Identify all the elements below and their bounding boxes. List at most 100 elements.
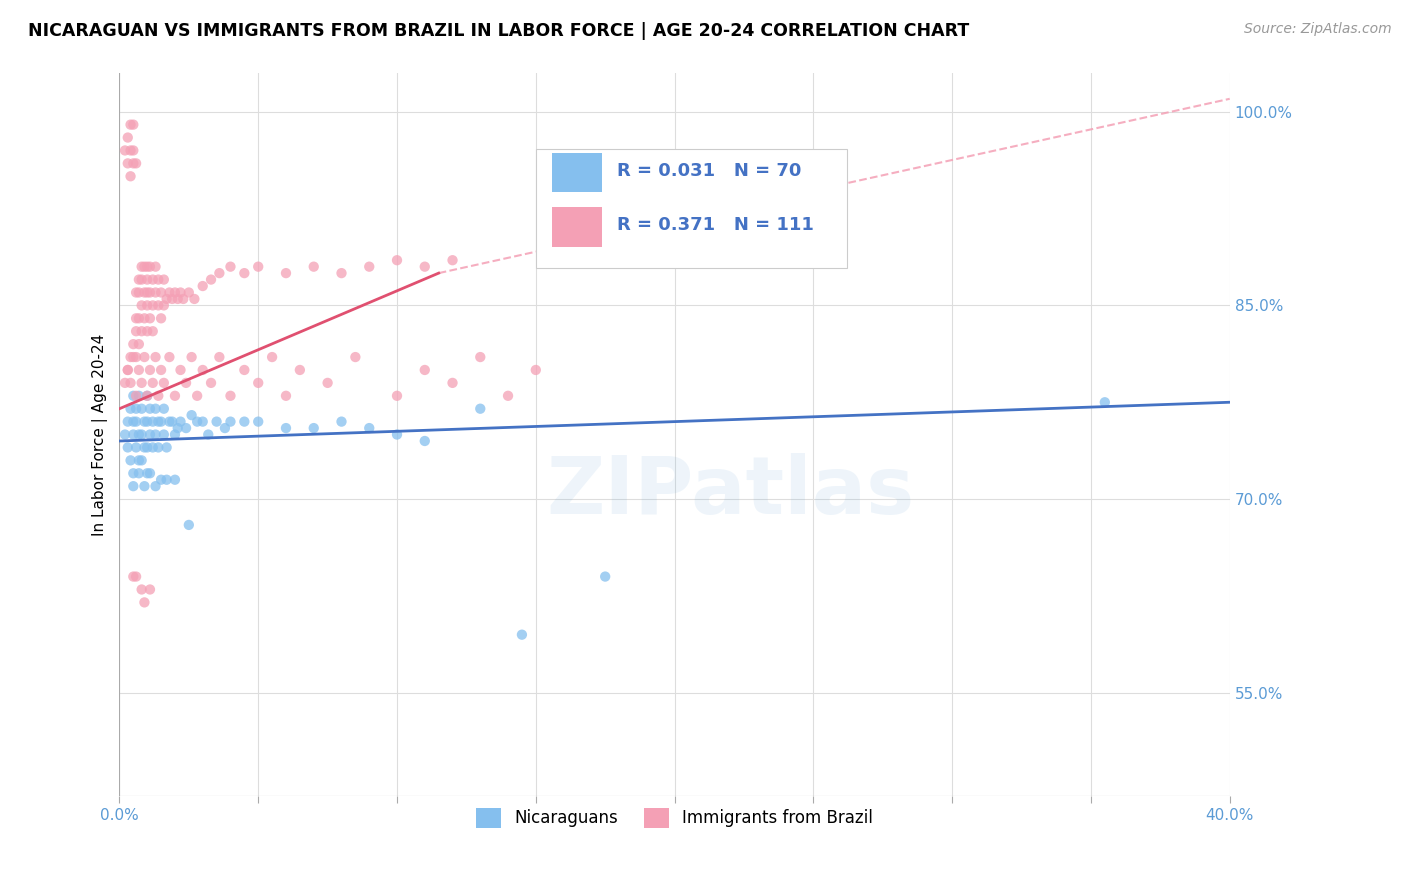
Point — [136, 324, 159, 338]
Point — [142, 272, 165, 286]
Point — [131, 582, 153, 597]
Point — [145, 401, 167, 416]
Point — [122, 415, 145, 429]
Point — [142, 298, 165, 312]
Point — [385, 389, 408, 403]
Point — [134, 260, 156, 274]
Point — [191, 279, 214, 293]
Point — [122, 350, 145, 364]
Point — [247, 376, 270, 390]
Point — [148, 298, 170, 312]
Point — [302, 260, 325, 274]
Point — [150, 473, 173, 487]
Point — [122, 337, 145, 351]
Text: R = 0.031   N = 70: R = 0.031 N = 70 — [617, 161, 801, 179]
Point — [593, 569, 616, 583]
Point — [172, 292, 194, 306]
Point — [183, 292, 205, 306]
Point — [145, 260, 167, 274]
Point — [134, 479, 156, 493]
Point — [169, 285, 191, 300]
Point — [117, 363, 139, 377]
Point — [148, 415, 170, 429]
Point — [139, 401, 162, 416]
Point — [136, 467, 159, 481]
Point — [120, 376, 142, 390]
Point — [122, 156, 145, 170]
Point — [302, 421, 325, 435]
Point — [441, 376, 464, 390]
Point — [197, 427, 219, 442]
Point — [219, 260, 242, 274]
Point — [122, 479, 145, 493]
Point — [125, 415, 148, 429]
Point — [128, 453, 150, 467]
Point — [131, 427, 153, 442]
Point — [205, 415, 228, 429]
Point — [125, 285, 148, 300]
Point — [148, 441, 170, 455]
Point — [166, 292, 188, 306]
Point — [470, 350, 492, 364]
Point — [150, 363, 173, 377]
Point — [359, 421, 381, 435]
Point — [122, 467, 145, 481]
Point — [131, 453, 153, 467]
Point — [163, 473, 186, 487]
Text: R = 0.371   N = 111: R = 0.371 N = 111 — [617, 216, 814, 234]
Point — [114, 144, 136, 158]
Point — [180, 408, 202, 422]
Point — [153, 427, 176, 442]
Point — [385, 427, 408, 442]
Point — [156, 292, 179, 306]
Point — [136, 389, 159, 403]
Point — [288, 363, 311, 377]
Point — [125, 350, 148, 364]
Point — [128, 389, 150, 403]
Point — [169, 415, 191, 429]
Point — [247, 260, 270, 274]
Point — [134, 441, 156, 455]
Point — [131, 272, 153, 286]
Point — [125, 324, 148, 338]
Point — [145, 350, 167, 364]
Point — [136, 260, 159, 274]
Point — [160, 292, 183, 306]
Point — [122, 427, 145, 442]
Point — [128, 272, 150, 286]
Point — [157, 350, 180, 364]
Point — [122, 389, 145, 403]
Text: ZIPatlas: ZIPatlas — [546, 453, 914, 532]
Point — [153, 376, 176, 390]
Point — [125, 569, 148, 583]
Point — [136, 298, 159, 312]
Point — [128, 337, 150, 351]
Point — [163, 285, 186, 300]
Point — [200, 272, 222, 286]
Point — [131, 376, 153, 390]
Point — [120, 350, 142, 364]
Point — [247, 415, 270, 429]
Point — [441, 253, 464, 268]
Point — [208, 350, 231, 364]
Point — [153, 298, 176, 312]
Point — [413, 363, 436, 377]
Point — [117, 415, 139, 429]
Point — [470, 401, 492, 416]
Point — [330, 415, 353, 429]
Point — [233, 266, 256, 280]
Point — [330, 266, 353, 280]
Point — [274, 389, 297, 403]
Point — [191, 363, 214, 377]
Point — [413, 260, 436, 274]
Point — [186, 415, 208, 429]
Point — [177, 285, 200, 300]
Point — [385, 253, 408, 268]
Point — [156, 473, 179, 487]
Point — [128, 363, 150, 377]
Point — [114, 427, 136, 442]
Point — [148, 389, 170, 403]
Point — [316, 376, 339, 390]
Point — [219, 415, 242, 429]
Point — [136, 389, 159, 403]
